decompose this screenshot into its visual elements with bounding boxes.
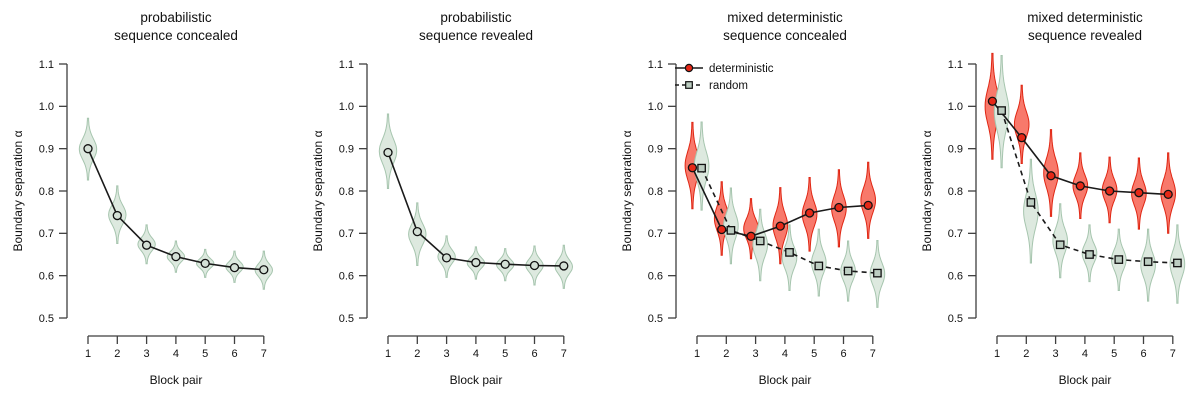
svg-text:3: 3 bbox=[144, 348, 150, 360]
svg-text:0.7: 0.7 bbox=[648, 228, 663, 240]
svg-text:1: 1 bbox=[994, 348, 1000, 360]
svg-text:0.9: 0.9 bbox=[948, 144, 963, 156]
plot-canvas: 0.5 0.6 0.7 0.8 0.9 1.0 1.1 1 2 3 4 5 6 7 bbox=[339, 59, 574, 360]
svg-text:2: 2 bbox=[114, 348, 120, 360]
panel-title: mixed deterministic sequence revealed bbox=[1027, 9, 1143, 45]
panel-title: probabilistic sequence revealed bbox=[419, 9, 533, 45]
svg-text:6: 6 bbox=[531, 348, 537, 360]
svg-text:0.8: 0.8 bbox=[948, 186, 963, 198]
y-axis-label: Boundary separation α bbox=[620, 130, 634, 252]
svg-text:7: 7 bbox=[261, 348, 267, 360]
plot-canvas: 0.5 0.6 0.7 0.8 0.9 1.0 1.1 1 2 3 4 5 6 7 bbox=[948, 52, 1186, 360]
panel-title: probabilistic sequence concealed bbox=[114, 9, 238, 45]
svg-text:3: 3 bbox=[1053, 348, 1059, 360]
svg-text:2: 2 bbox=[723, 348, 729, 360]
x-axis-label: Block pair bbox=[149, 373, 203, 387]
svg-text:1.0: 1.0 bbox=[39, 101, 54, 113]
plot-canvas: 0.5 0.6 0.7 0.8 0.9 1.0 1.1 1 2 3 4 5 6 7 deterministi… bbox=[648, 59, 886, 360]
svg-text:4: 4 bbox=[173, 348, 179, 360]
svg-text:1.1: 1.1 bbox=[339, 59, 354, 71]
svg-text:1: 1 bbox=[694, 348, 700, 360]
svg-text:1.0: 1.0 bbox=[339, 101, 354, 113]
x-axis-label: Block pair bbox=[1058, 373, 1112, 387]
svg-text:6: 6 bbox=[231, 348, 237, 360]
svg-text:0.5: 0.5 bbox=[648, 313, 663, 325]
svg-text:4: 4 bbox=[1082, 348, 1088, 360]
plot-canvas: 0.5 0.6 0.7 0.8 0.9 1.0 1.1 1 2 3 4 5 6 7 bbox=[39, 59, 274, 360]
svg-text:4: 4 bbox=[473, 348, 479, 360]
svg-text:1.1: 1.1 bbox=[39, 59, 54, 71]
svg-text:5: 5 bbox=[202, 348, 208, 360]
svg-text:1: 1 bbox=[85, 348, 91, 360]
y-axis-label: Boundary separation α bbox=[11, 130, 25, 252]
svg-text:1.0: 1.0 bbox=[948, 101, 963, 113]
svg-text:5: 5 bbox=[502, 348, 508, 360]
panel-title: mixed deterministic sequence concealed bbox=[723, 9, 847, 45]
svg-text:0.8: 0.8 bbox=[648, 186, 663, 198]
svg-text:0.6: 0.6 bbox=[648, 271, 663, 283]
svg-text:1: 1 bbox=[385, 348, 391, 360]
svg-text:0.6: 0.6 bbox=[948, 271, 963, 283]
svg-text:3: 3 bbox=[753, 348, 759, 360]
panel-title-line1: mixed deterministic bbox=[727, 10, 843, 25]
svg-text:2: 2 bbox=[1023, 348, 1029, 360]
svg-text:0.7: 0.7 bbox=[339, 228, 354, 240]
svg-text:0.5: 0.5 bbox=[948, 313, 963, 325]
svg-text:1.1: 1.1 bbox=[948, 59, 963, 71]
svg-text:0.9: 0.9 bbox=[339, 144, 354, 156]
plot-panel-mixed-revealed: 0.5 0.6 0.7 0.8 0.9 1.0 1.1 1 2 3 4 5 6 7 mixed deter… bbox=[900, 0, 1200, 400]
svg-text:0.8: 0.8 bbox=[339, 186, 354, 198]
svg-text:random: random bbox=[709, 80, 748, 92]
svg-text:0.6: 0.6 bbox=[39, 271, 54, 283]
svg-text:deterministic: deterministic bbox=[709, 63, 774, 75]
panel-title-line2: sequence concealed bbox=[114, 28, 238, 43]
y-axis-label: Boundary separation α bbox=[311, 130, 325, 252]
plot-panel-probabilistic-concealed: 0.5 0.6 0.7 0.8 0.9 1.0 1.1 1 2 3 4 5 6 7 probabilist… bbox=[0, 0, 300, 400]
x-axis-label: Block pair bbox=[758, 373, 812, 387]
panel-title-line2: sequence revealed bbox=[1027, 28, 1143, 43]
svg-text:0.7: 0.7 bbox=[39, 228, 54, 240]
svg-text:0.7: 0.7 bbox=[948, 228, 963, 240]
svg-text:2: 2 bbox=[414, 348, 420, 360]
svg-text:0.9: 0.9 bbox=[39, 144, 54, 156]
svg-text:7: 7 bbox=[1170, 348, 1176, 360]
plot-panel-mixed-concealed: 0.5 0.6 0.7 0.8 0.9 1.0 1.1 1 2 3 4 5 6 7 deterministi… bbox=[600, 0, 900, 400]
svg-text:3: 3 bbox=[444, 348, 450, 360]
svg-text:6: 6 bbox=[840, 348, 846, 360]
svg-text:6: 6 bbox=[1140, 348, 1146, 360]
svg-text:0.8: 0.8 bbox=[39, 186, 54, 198]
y-axis-label: Boundary separation α bbox=[920, 130, 934, 252]
svg-text:0.5: 0.5 bbox=[339, 313, 354, 325]
plot-panel-probabilistic-revealed: 0.5 0.6 0.7 0.8 0.9 1.0 1.1 1 2 3 4 5 6 7 probabilist… bbox=[300, 0, 600, 400]
panel-title-line1: probabilistic bbox=[140, 10, 212, 25]
svg-text:1.1: 1.1 bbox=[648, 59, 663, 71]
svg-text:5: 5 bbox=[1111, 348, 1117, 360]
x-axis-label: Block pair bbox=[449, 373, 503, 387]
svg-text:4: 4 bbox=[782, 348, 788, 360]
panel-title-line2: sequence revealed bbox=[418, 28, 534, 43]
panel-title-line1: probabilistic bbox=[440, 10, 512, 25]
svg-text:7: 7 bbox=[870, 348, 876, 360]
svg-text:5: 5 bbox=[811, 348, 817, 360]
panel-title-line2: sequence concealed bbox=[723, 28, 847, 43]
panel-title-line1: mixed deterministic bbox=[1027, 10, 1143, 25]
svg-text:0.5: 0.5 bbox=[39, 313, 54, 325]
svg-text:7: 7 bbox=[561, 348, 567, 360]
svg-text:0.6: 0.6 bbox=[339, 271, 354, 283]
svg-text:1.0: 1.0 bbox=[648, 101, 663, 113]
svg-text:0.9: 0.9 bbox=[648, 144, 663, 156]
